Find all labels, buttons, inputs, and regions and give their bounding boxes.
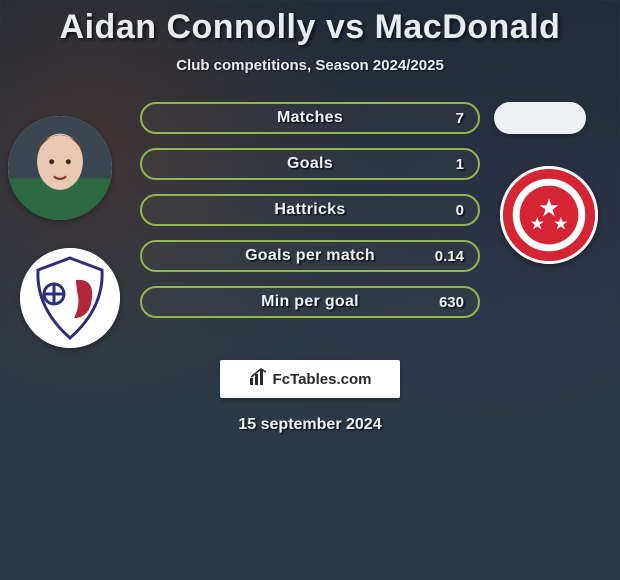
page-subtitle: Club competitions, Season 2024/2025 <box>0 57 620 74</box>
club1-crest <box>20 248 120 348</box>
player1-avatar <box>8 116 112 220</box>
stat-value: 1 <box>456 156 464 173</box>
stat-label: Hattricks <box>142 201 478 219</box>
stat-value: 630 <box>439 294 464 311</box>
stat-pill: Hattricks0 <box>140 194 480 226</box>
empty-pill <box>494 102 586 134</box>
comparison-area: Matches7Goals1Hattricks0Goals per match0… <box>0 102 620 342</box>
stat-label: Goals <box>142 155 478 173</box>
club2-crest <box>500 166 598 264</box>
content-wrapper: Aidan Connolly vs MacDonald Club competi… <box>0 0 620 434</box>
logo-text: FcTables.com <box>273 371 372 388</box>
stat-pill: Goals1 <box>140 148 480 180</box>
stat-label: Matches <box>142 109 478 127</box>
stat-label: Goals per match <box>142 247 478 265</box>
page-title: Aidan Connolly vs MacDonald <box>0 8 620 47</box>
fctables-logo: FcTables.com <box>220 360 400 398</box>
stat-pill: Matches7 <box>140 102 480 134</box>
infographic-date: 15 september 2024 <box>0 416 620 434</box>
chart-icon <box>249 368 269 391</box>
stat-value: 0 <box>456 202 464 219</box>
stat-label: Min per goal <box>142 293 478 311</box>
stat-pill: Goals per match0.14 <box>140 240 480 272</box>
stat-value: 0.14 <box>435 248 464 265</box>
stat-value: 7 <box>456 110 464 127</box>
stat-pill: Min per goal630 <box>140 286 480 318</box>
